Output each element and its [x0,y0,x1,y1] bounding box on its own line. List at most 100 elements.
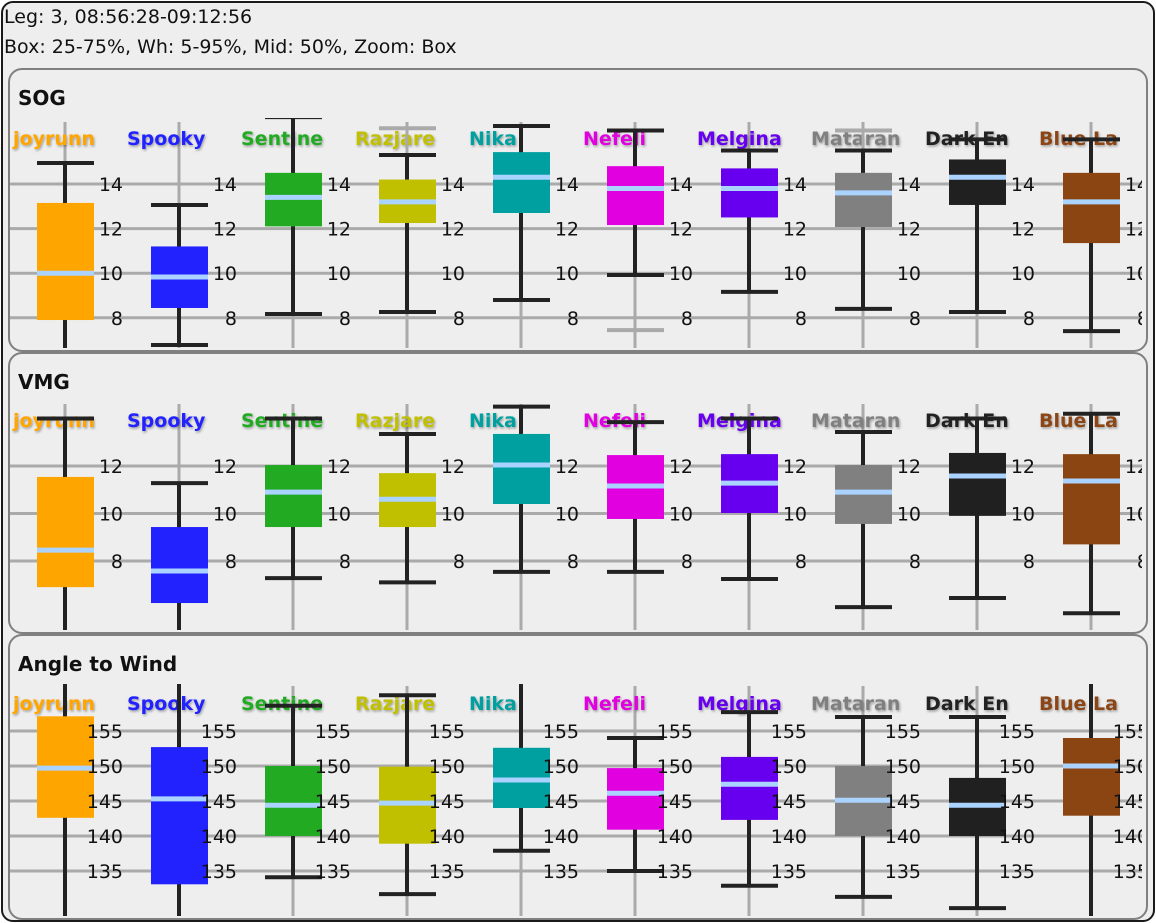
y-tick-label: 14 [327,174,351,196]
y-tick-label: 10 [1011,504,1035,526]
y-tick-label: 10 [327,504,351,526]
y-tick-label: 150 [201,756,237,778]
y-tick-label: 10 [669,263,693,285]
y-tick-label: 10 [327,263,351,285]
y-tick-label: 12 [897,456,921,478]
y-tick-label: 140 [657,826,693,848]
y-tick-label: 155 [885,721,921,743]
box-dark-en [949,159,1006,205]
boat-label: Sentine [241,128,323,150]
y-tick-label: 12 [213,456,237,478]
y-tick-label: 140 [87,826,123,848]
y-tick-label: 14 [669,174,693,196]
y-tick-label: 155 [543,721,579,743]
y-tick-label: 10 [213,504,237,526]
y-tick-label: 155 [657,721,693,743]
y-tick-label: 145 [999,791,1035,813]
y-tick-label: 8 [225,551,237,573]
y-tick-label: 8 [1023,551,1035,573]
y-tick-label: 12 [441,219,465,241]
boat-label: Spooky [127,693,206,715]
y-tick-label: 12 [555,219,579,241]
y-tick-label: 140 [315,826,351,848]
boat-label: Dark En [925,410,1009,432]
y-tick-label: 140 [771,826,807,848]
y-tick-label: 145 [543,791,579,813]
y-tick-label: 140 [543,826,579,848]
y-tick-label: 8 [795,551,807,573]
y-tick-label: 12 [99,456,123,478]
vmg-panel[interactable]: VMG [8,352,1148,634]
boat-label: Nika [469,410,517,432]
boat-label: Mataran [811,410,900,432]
boat-label: Nika [469,693,517,715]
box-settings-info: Box: 25-75%, Wh: 5-95%, Mid: 50%, Zoom: … [4,36,457,58]
y-tick-label: 10 [783,263,807,285]
y-tick-label: 10 [1011,263,1035,285]
y-tick-label: 8 [453,551,465,573]
boat-label: Razjare [355,410,435,432]
y-tick-label: 10 [99,263,123,285]
angle-to-wind-panel[interactable]: Angle to Wind [8,634,1148,920]
y-tick-label: 135 [1113,861,1149,883]
y-tick-label: 10 [99,504,123,526]
panel-title: Angle to Wind [18,652,178,676]
y-tick-label: 8 [339,308,351,330]
y-tick-label: 155 [201,721,237,743]
y-tick-label: 135 [201,861,237,883]
y-tick-label: 12 [327,456,351,478]
y-tick-label: 10 [897,504,921,526]
y-tick-label: 8 [1137,551,1149,573]
y-tick-label: 155 [1113,721,1149,743]
y-tick-label: 155 [87,721,123,743]
y-tick-label: 140 [999,826,1035,848]
y-tick-label: 12 [1125,219,1149,241]
y-tick-label: 12 [441,456,465,478]
y-tick-label: 8 [795,308,807,330]
box-melgina [721,756,778,820]
boat-label: joyrunn [12,410,95,432]
y-tick-label: 8 [681,551,693,573]
y-tick-label: 12 [99,219,123,241]
y-tick-label: 12 [783,456,807,478]
y-tick-label: 10 [1125,263,1149,285]
y-tick-label: 14 [783,174,807,196]
y-tick-label: 150 [657,756,693,778]
y-tick-label: 135 [429,861,465,883]
y-tick-label: 10 [897,263,921,285]
boat-label: Razjare [355,128,435,150]
y-tick-label: 150 [999,756,1035,778]
boat-label: Melgina [697,693,782,715]
y-tick-label: 8 [453,308,465,330]
y-tick-label: 8 [681,308,693,330]
sog-panel[interactable]: SOG [8,68,1148,352]
y-tick-label: 10 [441,263,465,285]
boat-label: Melgina [697,410,782,432]
y-tick-label: 135 [87,861,123,883]
y-tick-label: 150 [771,756,807,778]
boat-label: Sentine [241,410,323,432]
boat-label: Dark En [925,693,1009,715]
y-tick-label: 10 [555,504,579,526]
box-nika [493,152,550,213]
boat-label: Mataran [811,128,900,150]
leg-info: Leg: 3, 08:56:28-09:12:56 [4,6,253,28]
y-tick-label: 8 [339,551,351,573]
y-tick-label: 12 [1011,219,1035,241]
chart-2: joyrunnSpookySentineRazjareNikaNefeliMel… [10,684,1149,916]
y-tick-label: 12 [783,219,807,241]
box-spooky [151,527,208,604]
y-tick-label: 155 [999,721,1035,743]
y-tick-label: 12 [327,219,351,241]
y-tick-label: 135 [999,861,1035,883]
y-tick-label: 8 [111,551,123,573]
y-tick-label: 145 [1113,791,1149,813]
box-nefeli [607,768,664,830]
y-tick-label: 150 [1113,756,1149,778]
y-tick-label: 140 [1113,826,1149,848]
chart-1: joyrunnSpookySentineRazjareNikaNefeliMel… [10,404,1149,630]
box-sentine [265,766,322,836]
box-joyrunn [37,202,94,321]
y-tick-label: 150 [885,756,921,778]
